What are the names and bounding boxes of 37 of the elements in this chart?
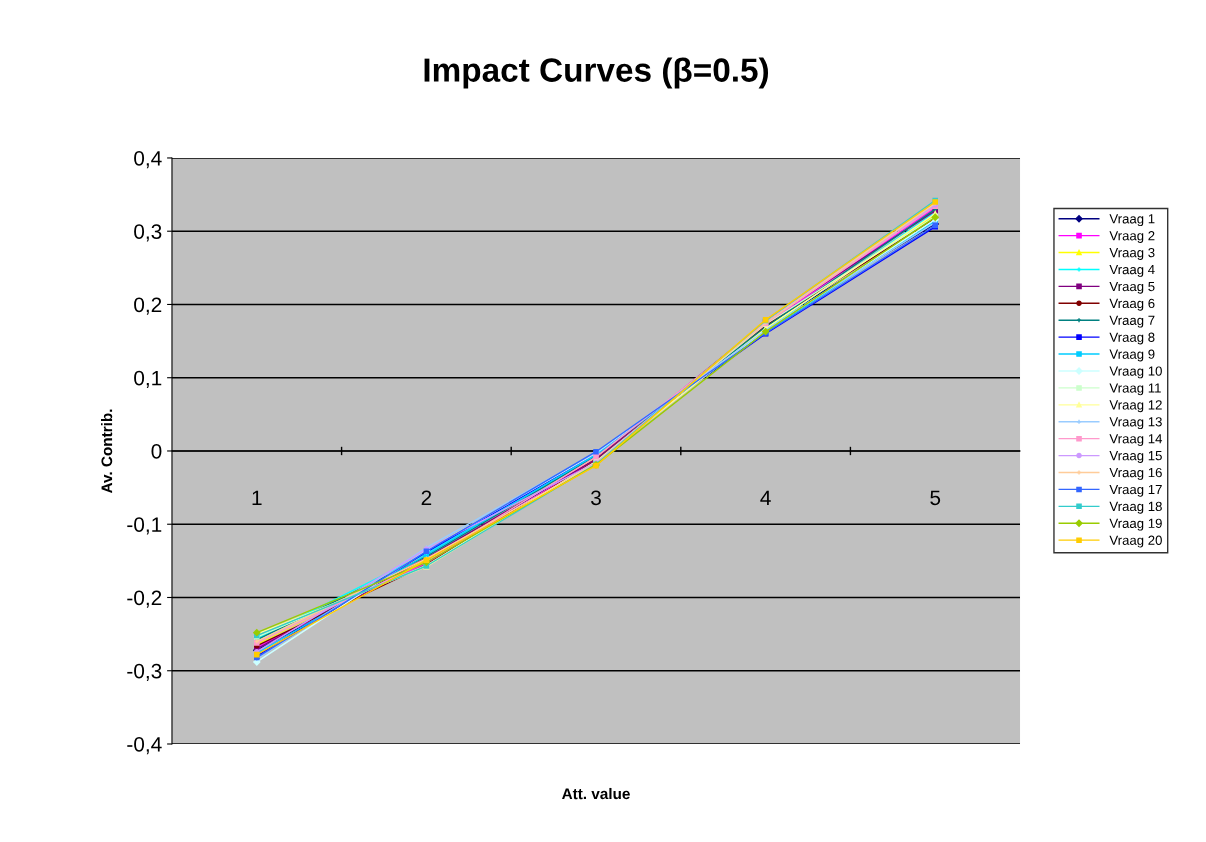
x-tick-label: 2 [421, 490, 432, 505]
y-tick-label: -0,2 [127, 590, 162, 608]
legend-label: Vraag 6 [1109, 298, 1155, 311]
y-tick-label: -0,3 [127, 663, 162, 681]
legend-label: Vraag 8 [1109, 332, 1155, 345]
chart-title: Impact Curves (β=0.5) [424, 57, 769, 89]
y-tick-label: 0 [151, 443, 162, 459]
legend-label: Vraag 1 [1109, 214, 1155, 227]
legend-label: Vraag 20 [1109, 535, 1162, 548]
legend-label: Vraag 2 [1109, 231, 1155, 243]
legend-label: Vraag 11 [1109, 383, 1161, 396]
legend-label: Vraag 13 [1109, 417, 1162, 430]
y-tick-label: 0,3 [134, 224, 162, 242]
legend-label: Vraag 15 [1109, 451, 1162, 463]
y-tick-label: -0,4 [127, 736, 162, 755]
y-tick-label: 0,2 [134, 297, 162, 315]
legend-label: Vraag 19 [1109, 518, 1162, 531]
x-tick-label: 5 [930, 490, 941, 506]
legend-label: Vraag 5 [1109, 281, 1155, 294]
legend-label: Vraag 7 [1109, 315, 1155, 328]
y-tick-label: 0,1 [134, 370, 162, 388]
legend-label: Vraag 3 [1109, 247, 1155, 260]
legend-label: Vraag 18 [1109, 501, 1162, 514]
legend-label: Vraag 17 [1109, 484, 1162, 497]
legend-label: Vraag 16 [1109, 467, 1162, 480]
legend-label: Vraag 10 [1109, 366, 1162, 379]
y-axis-title: Av. Contrib. [101, 409, 113, 494]
y-tick-label: -0,1 [127, 517, 162, 535]
x-tick-label: 3 [591, 490, 601, 506]
legend-label: Vraag 9 [1109, 349, 1155, 362]
legend-label: Vraag 12 [1109, 400, 1162, 413]
x-tick-label: 1 [252, 490, 262, 505]
x-tick-label: 4 [760, 490, 771, 505]
x-axis-title: Att. value [562, 787, 630, 800]
legend-label: Vraag 4 [1109, 265, 1155, 277]
legend-label: Vraag 14 [1109, 434, 1163, 447]
y-tick-label: 0,4 [134, 150, 162, 169]
